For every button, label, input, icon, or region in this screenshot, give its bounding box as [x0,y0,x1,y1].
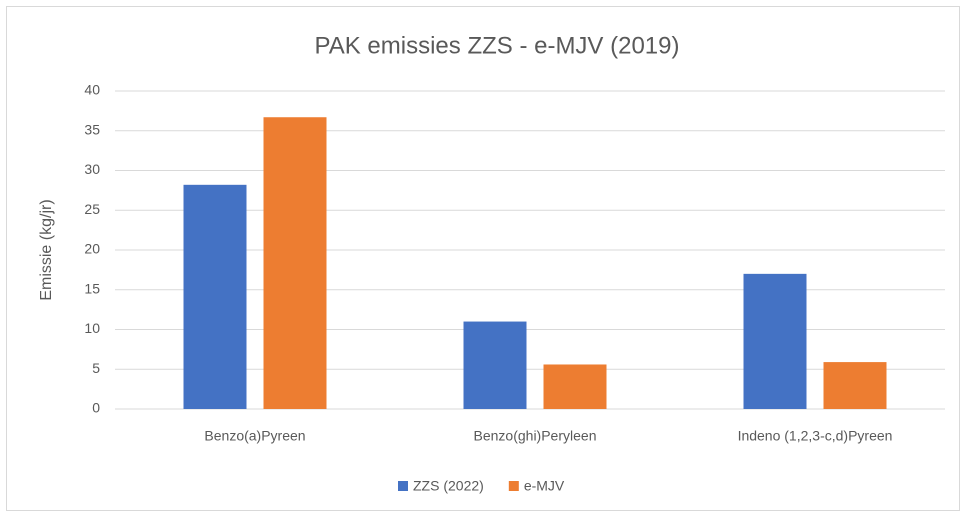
legend-label: e-MJV [524,478,565,494]
x-tick-label: Benzo(ghi)Peryleen [474,428,597,444]
y-tick-label: 15 [84,280,100,296]
bar [263,117,327,410]
y-tick-label: 0 [92,400,100,416]
y-tick-label: 20 [84,241,100,257]
legend-swatch [398,481,408,491]
legend-label: ZZS (2022) [413,478,484,494]
y-tick-label: 40 [84,82,100,98]
chart-title: PAK emissies ZZS - e-MJV (2019) [315,32,680,59]
y-tick-label: 5 [92,360,100,376]
bar [463,321,527,409]
x-tick-label: Indeno (1,2,3-c,d)Pyreen [738,428,893,444]
bar [543,364,607,409]
legend-swatch [508,481,519,491]
x-tick-label: Benzo(a)Pyreen [204,428,305,444]
y-tick-label: 25 [84,201,100,217]
bar [743,273,807,409]
y-tick-label: 10 [84,320,100,336]
bar [823,362,887,409]
bar [183,184,247,409]
y-tick-label: 35 [84,121,100,137]
y-tick-label: 30 [84,161,100,177]
y-axis-label: Emissie (kg/jr) [38,199,55,300]
